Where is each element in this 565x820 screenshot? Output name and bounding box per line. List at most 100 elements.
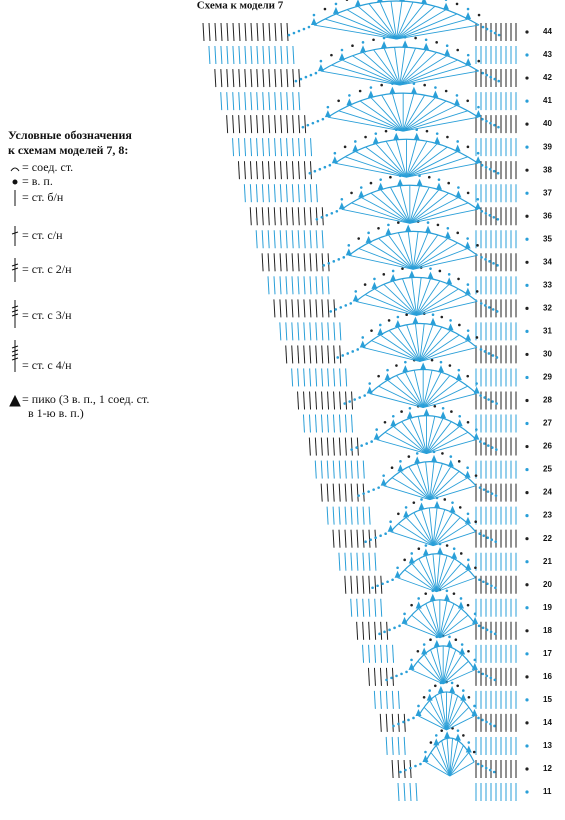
fan-stitch: [375, 143, 407, 178]
chain: [407, 718, 410, 722]
stitch: [315, 184, 318, 203]
stitch: [273, 276, 276, 295]
stitch: [392, 644, 395, 663]
chain: [491, 354, 495, 357]
stitch: [368, 529, 371, 548]
stitch: [256, 92, 259, 111]
fan-stitch: [419, 326, 443, 362]
chain: [397, 722, 400, 726]
fan-stitch: [426, 416, 436, 454]
chain: [525, 606, 529, 610]
chain: [339, 306, 343, 309]
stitch: [327, 299, 330, 318]
stitch: [350, 483, 353, 502]
fan-stitch: [425, 555, 437, 592]
stitch: [244, 115, 247, 134]
stitch: [374, 621, 377, 640]
picot: [464, 516, 471, 524]
chain: [525, 237, 529, 241]
chain: [525, 398, 529, 403]
fan-arc: [320, 46, 480, 72]
stitch: [297, 276, 300, 295]
chain: [466, 145, 470, 149]
stitch: [303, 184, 306, 203]
picot: [408, 556, 415, 564]
chain: [525, 767, 529, 771]
row-number: 20: [543, 580, 552, 589]
chain: [311, 121, 315, 125]
chain: [485, 119, 488, 123]
stitch: [332, 460, 335, 479]
picot: [465, 745, 472, 753]
chain: [489, 722, 492, 726]
stitch: [291, 230, 294, 249]
picot: [389, 86, 396, 94]
stitch: [344, 414, 347, 433]
chain: [486, 582, 489, 586]
fan-stitch: [412, 232, 429, 270]
chain: [343, 402, 347, 405]
stitch: [386, 621, 389, 640]
picot: [403, 510, 410, 518]
chain: [466, 466, 469, 470]
stitch: [280, 46, 283, 65]
stitch: [321, 391, 324, 410]
fan-stitch: [396, 3, 425, 40]
chain: [466, 603, 470, 607]
stitch: [268, 92, 271, 111]
chain: [487, 306, 491, 309]
chain: [473, 658, 477, 662]
chain: [402, 720, 405, 724]
fan-stitch: [371, 340, 421, 362]
stitch: [261, 207, 264, 226]
chain: [419, 762, 422, 766]
stitch: [261, 161, 264, 180]
stitch: [310, 138, 313, 157]
stitch: [303, 161, 306, 180]
picot: [360, 45, 367, 53]
chain: [425, 129, 429, 133]
stitch: [314, 437, 317, 456]
row-number: 22: [543, 534, 552, 543]
picot: [437, 685, 444, 693]
stitch: [302, 414, 305, 433]
stitch: [321, 345, 324, 364]
stitch: [291, 345, 294, 364]
chain: [371, 586, 374, 590]
chain: [404, 768, 407, 772]
picot: [394, 320, 401, 328]
picot: [310, 18, 317, 26]
stitch: [309, 276, 312, 295]
chain: [343, 145, 347, 149]
fan-stitch: [422, 370, 433, 408]
chain: [525, 491, 529, 495]
row-number: 26: [543, 442, 552, 451]
stitch: [214, 22, 217, 42]
chain: [398, 624, 401, 628]
stitch: [350, 598, 353, 617]
fan-stitch: [411, 277, 417, 316]
stitch: [345, 391, 348, 410]
fan-stitch: [399, 64, 469, 86]
stitch: [262, 69, 265, 88]
stitch: [356, 506, 359, 525]
stitch: [373, 690, 376, 709]
chain: [302, 27, 306, 31]
stitch: [385, 667, 388, 686]
picot: [408, 270, 415, 278]
stitch: [380, 644, 383, 663]
chain: [475, 336, 479, 339]
stitch: [333, 368, 336, 387]
chain: [461, 689, 465, 692]
chain: [382, 474, 385, 477]
fan-stitch: [334, 162, 407, 178]
picot: [440, 411, 447, 419]
fan-stitch: [413, 254, 478, 270]
legend-item: = ст. с 3/н: [22, 308, 72, 322]
fan-arc: [383, 461, 477, 487]
chain: [391, 578, 394, 582]
stitch: [344, 575, 347, 594]
stitch: [298, 138, 301, 157]
fan-stitch: [442, 660, 469, 685]
fan-stitch: [449, 761, 475, 777]
